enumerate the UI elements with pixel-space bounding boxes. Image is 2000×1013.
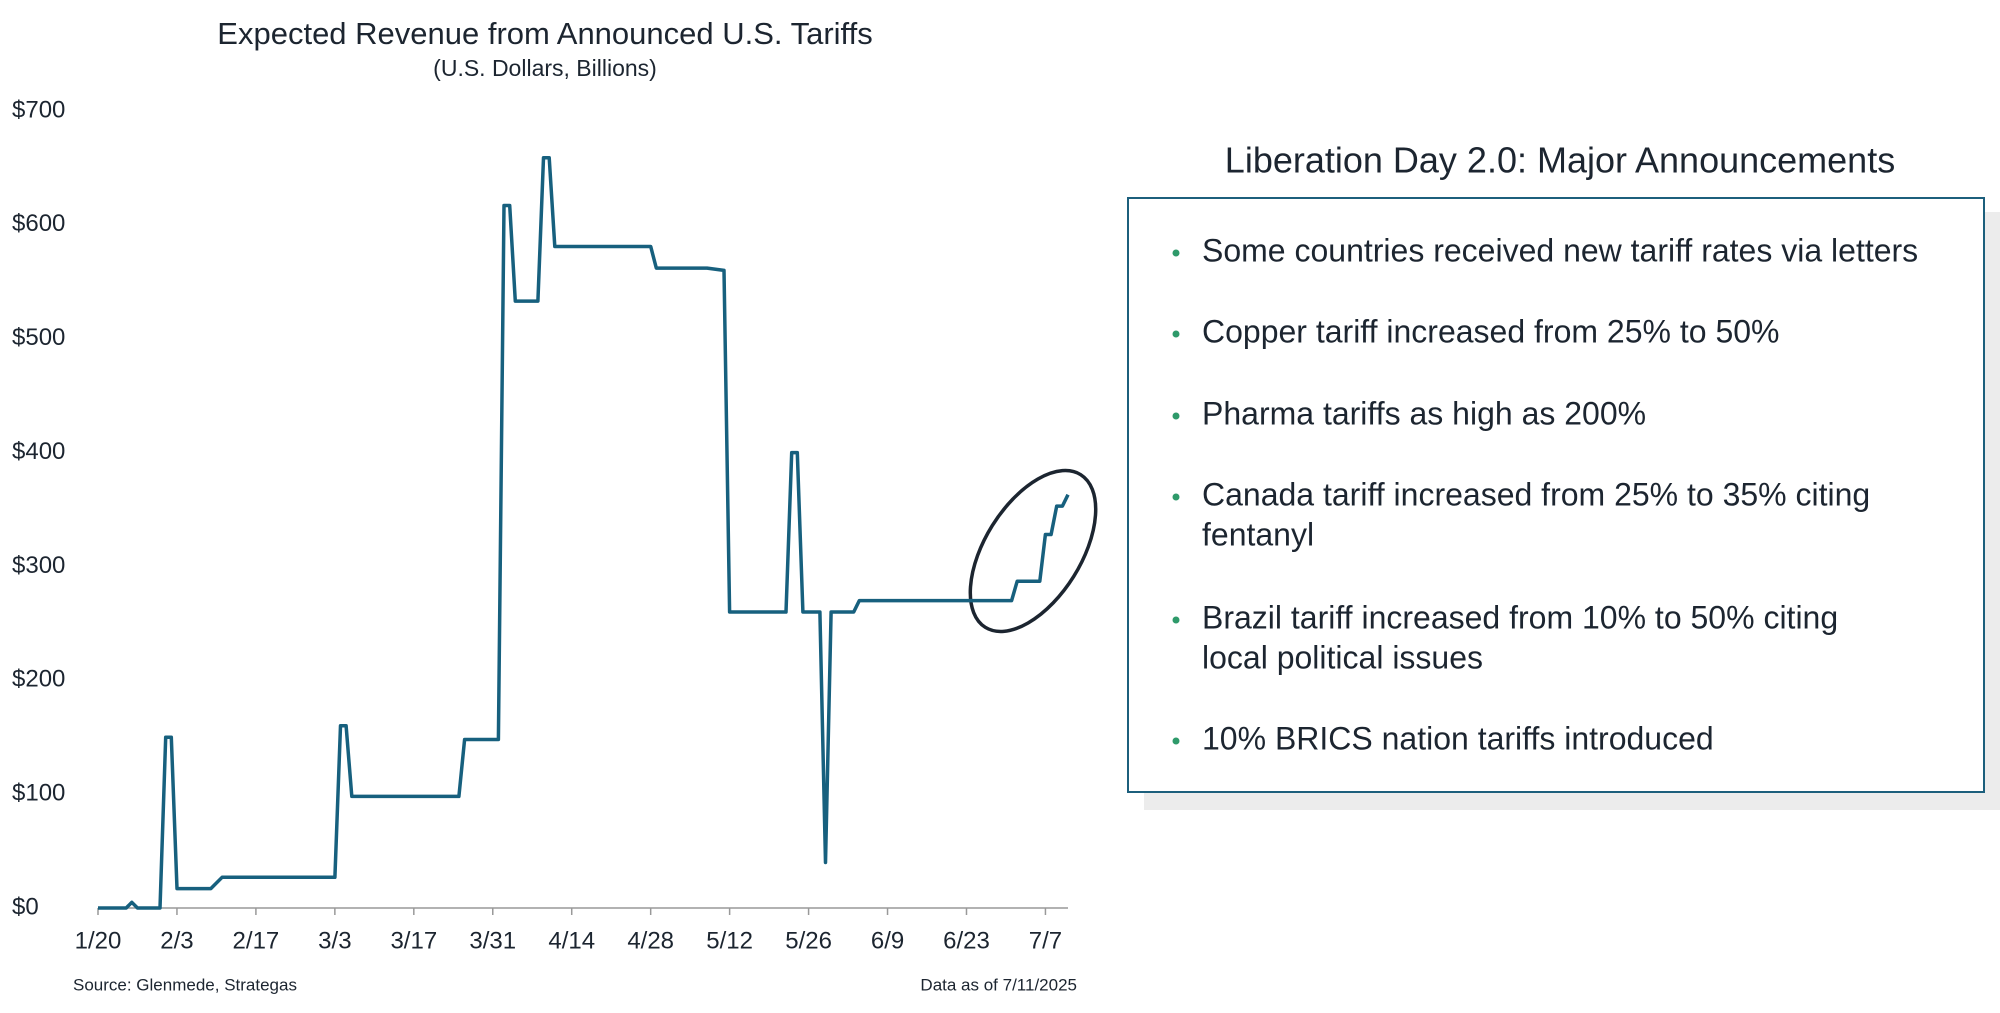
bullet-text: Canada tariff increased from 25% to 35% … <box>1202 476 1870 512</box>
y-tick-label: $0 <box>12 893 39 920</box>
x-tick-label: 4/14 <box>548 927 595 954</box>
bullet-text: Copper tariff increased from 25% to 50% <box>1202 313 1779 349</box>
bullet-text: 10% BRICS nation tariffs introduced <box>1202 720 1714 756</box>
x-tick-label: 7/7 <box>1029 927 1062 954</box>
x-tick-label: 3/3 <box>318 927 351 954</box>
highlight-ellipse <box>968 468 1098 634</box>
data-note: Data as of 7/11/2025 <box>920 975 1077 994</box>
bullet-text: Brazil tariff increased from 10% to 50% … <box>1202 599 1838 635</box>
bullet-text: Some countries received new tariff rates… <box>1202 232 1918 268</box>
y-tick-label: $100 <box>12 779 65 806</box>
x-tick-label: 3/31 <box>469 927 516 954</box>
x-tick-label: 6/23 <box>943 927 990 954</box>
panel-box <box>1127 197 1985 793</box>
x-tick-label: 3/17 <box>390 927 437 954</box>
x-tick-label: 2/3 <box>160 927 193 954</box>
bullet-text: local political issues <box>1202 639 1483 675</box>
x-tick-label: 4/28 <box>627 927 674 954</box>
chart-title: Expected Revenue from Announced U.S. Tar… <box>217 16 872 51</box>
x-tick-label: 2/17 <box>233 927 280 954</box>
y-tick-label: $300 <box>12 552 65 579</box>
bullet-dot <box>1172 412 1180 420</box>
bullet-text: fentanyl <box>1202 516 1314 552</box>
bullet-dot <box>1172 737 1180 745</box>
data-line <box>98 155 1070 910</box>
source-note: Source: Glenmede, Strategas <box>73 975 297 994</box>
x-tick-label: 1/20 <box>75 927 122 954</box>
y-tick-label: $400 <box>12 438 65 465</box>
bullet-dot <box>1172 616 1180 624</box>
y-tick-label: $500 <box>12 324 65 351</box>
x-tick-label: 5/12 <box>706 927 753 954</box>
bullet-text: Pharma tariffs as high as 200% <box>1202 395 1646 431</box>
panel-title: Liberation Day 2.0: Major Announcements <box>1225 140 1895 181</box>
y-tick-label: $700 <box>12 96 65 123</box>
x-tick-label: 5/26 <box>785 927 832 954</box>
y-tick-label: $600 <box>12 210 65 237</box>
chart-subtitle: (U.S. Dollars, Billions) <box>433 55 657 81</box>
y-tick-label: $200 <box>12 666 65 693</box>
bullet-dot <box>1172 330 1180 338</box>
bullet-dot <box>1172 493 1180 501</box>
x-tick-label: 6/9 <box>871 927 904 954</box>
bullet-dot <box>1172 249 1180 257</box>
